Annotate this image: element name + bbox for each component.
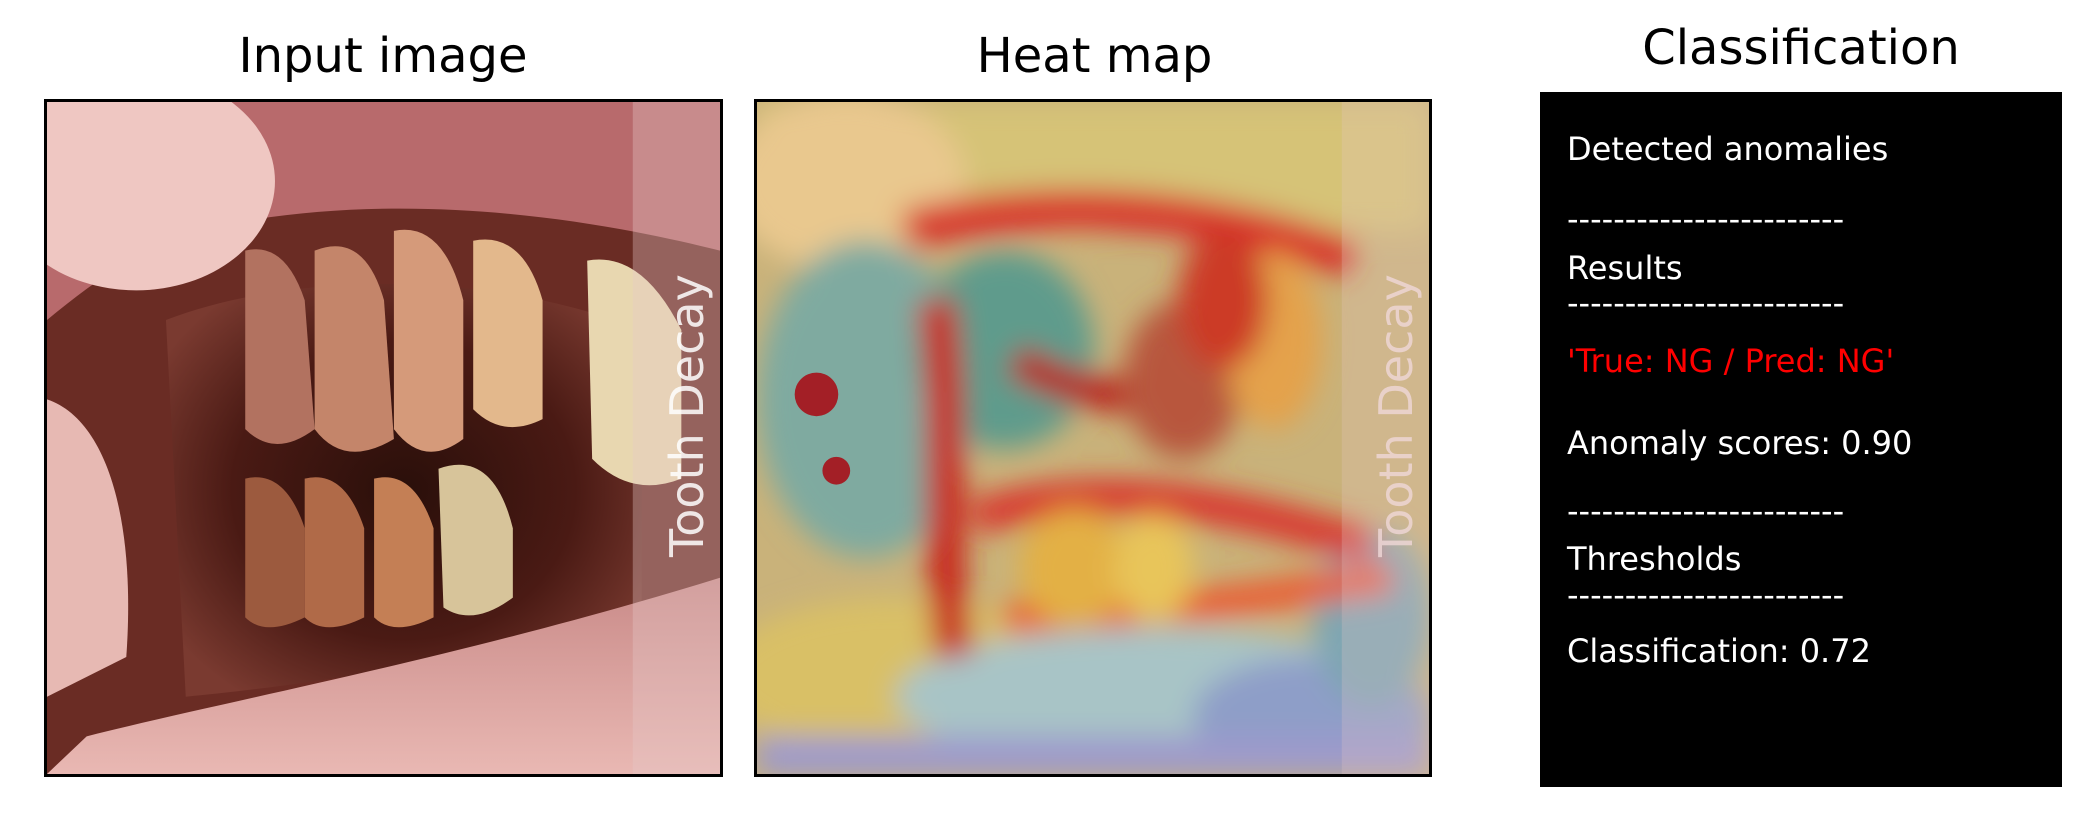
classification-box: Detected anomalies ---------------------… bbox=[1540, 92, 2062, 787]
results-label: Results bbox=[1567, 249, 1683, 287]
input-image-title: Input image bbox=[238, 28, 528, 84]
classification-title: Classification bbox=[1642, 20, 1960, 76]
input-image: Tooth Decay bbox=[44, 99, 723, 777]
anomaly-score: Anomaly scores: 0.90 bbox=[1567, 424, 1913, 462]
input-image-teeth bbox=[47, 102, 720, 774]
detected-anomalies-heading: Detected anomalies bbox=[1567, 130, 1889, 168]
separator: ------------------------ bbox=[1567, 492, 1845, 530]
separator: ------------------------ bbox=[1567, 576, 1845, 614]
classification-threshold: Classification: 0.72 bbox=[1567, 632, 1871, 670]
separator: ------------------------ bbox=[1567, 284, 1845, 322]
separator: ------------------------ bbox=[1567, 200, 1845, 238]
input-image-watermark: Tooth Decay bbox=[660, 274, 714, 557]
thresholds-label: Thresholds bbox=[1567, 540, 1742, 578]
heat-map-watermark: Tooth Decay bbox=[1369, 274, 1423, 557]
prediction-result: 'True: NG / Pred: NG' bbox=[1567, 342, 1895, 380]
heat-map-title: Heat map bbox=[976, 28, 1213, 84]
heat-map-image: Tooth Decay bbox=[754, 99, 1432, 777]
heat-map-overlay bbox=[757, 102, 1429, 774]
